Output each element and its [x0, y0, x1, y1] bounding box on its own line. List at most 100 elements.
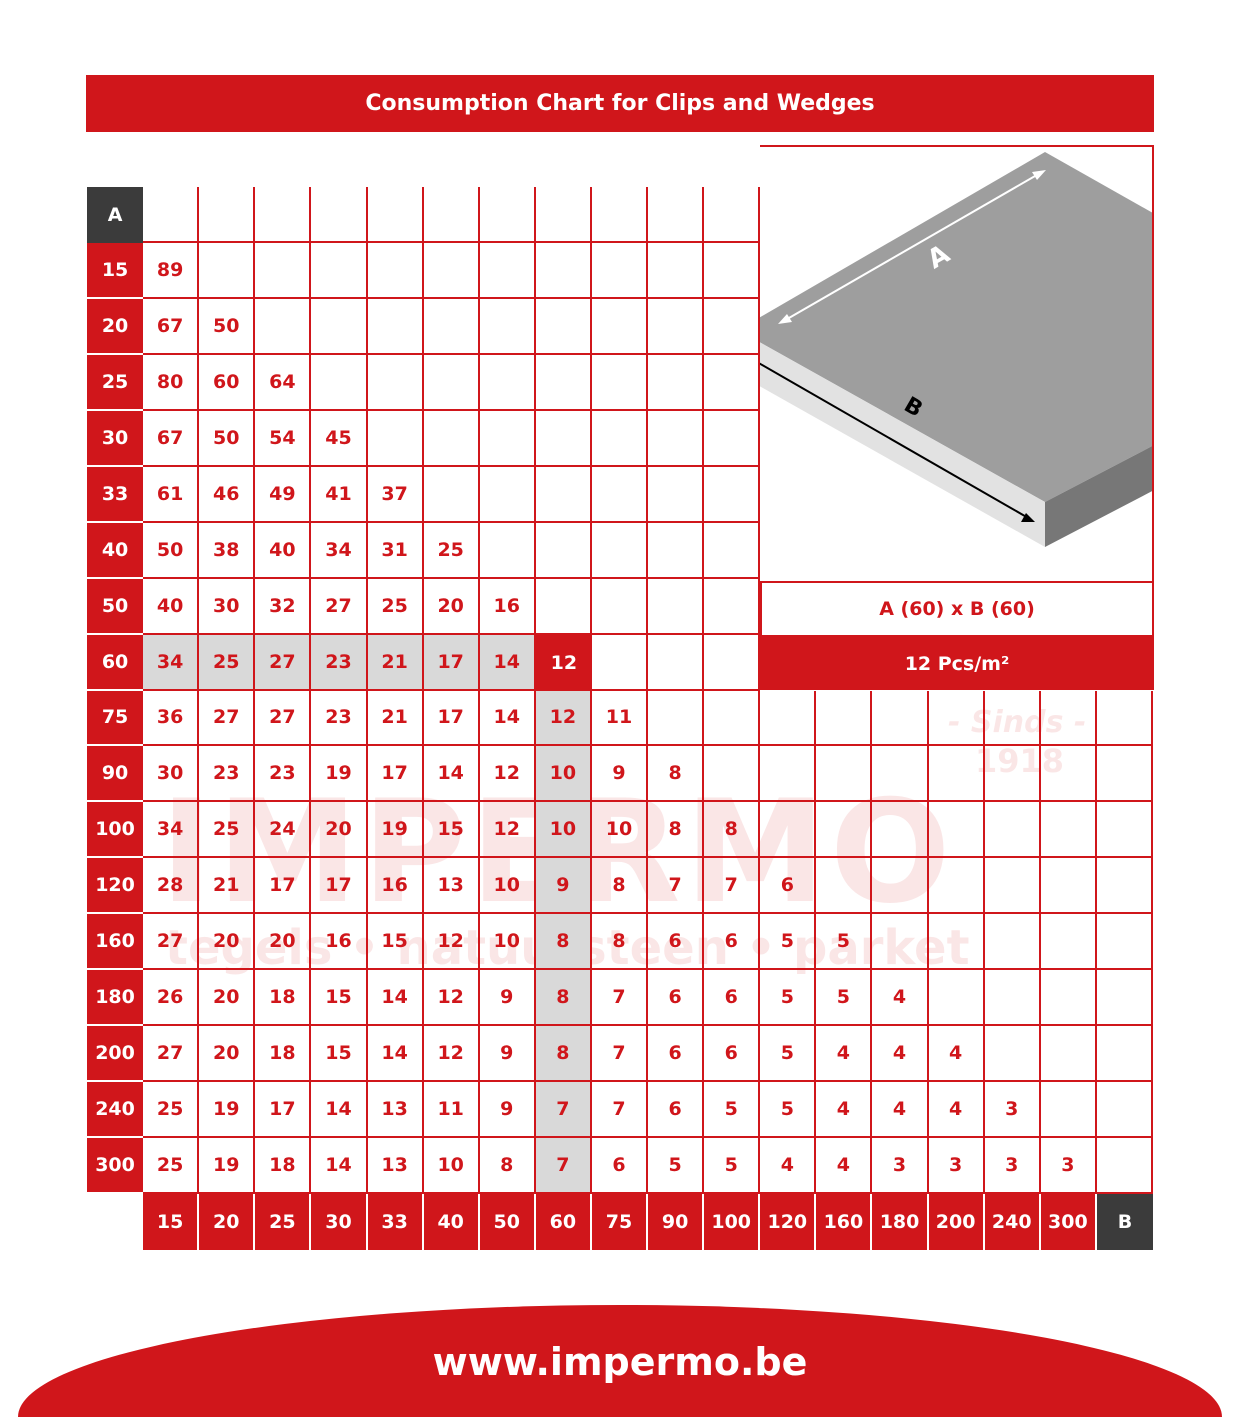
empty-cell — [199, 242, 256, 299]
value-cell: 25 — [199, 802, 256, 859]
value-cell: 17 — [255, 1082, 312, 1139]
value-cell: 40 — [255, 522, 312, 579]
empty-cell — [255, 298, 312, 355]
col-label-20: 20 — [199, 1194, 256, 1250]
value-cell: 14 — [423, 746, 480, 803]
value-cell: 4 — [816, 1082, 873, 1139]
value-cell: 20 — [311, 802, 368, 859]
empty-cell — [704, 746, 761, 803]
value-cell: 23 — [255, 746, 312, 803]
empty-cell — [816, 858, 873, 915]
row-label-200: 200 — [87, 1026, 144, 1083]
chart-title: Consumption Chart for Clips and Wedges — [86, 75, 1154, 132]
empty-cell — [423, 187, 480, 243]
empty-cell — [311, 354, 368, 411]
value-cell: 4 — [816, 1138, 873, 1195]
empty-cell — [367, 298, 424, 355]
value-cell: 28 — [143, 858, 200, 915]
row-label-90: 90 — [87, 746, 144, 803]
value-cell: 27 — [255, 690, 312, 747]
value-cell: 6 — [591, 1138, 649, 1195]
empty-cell — [311, 298, 368, 355]
slab-illustration: A B — [738, 145, 1160, 583]
empty-cell — [704, 690, 761, 747]
value-cell: 14 — [479, 690, 536, 747]
value-cell: 9 — [479, 1082, 536, 1139]
empty-cell — [760, 802, 817, 859]
row-axis-label: A — [87, 187, 144, 243]
value-cell: 18 — [255, 1026, 312, 1083]
value-cell: 25 — [143, 1138, 200, 1195]
empty-cell — [255, 187, 312, 243]
col-label-160: 160 — [816, 1194, 873, 1250]
value-cell: 12 — [423, 914, 480, 971]
value-cell: 50 — [143, 522, 200, 579]
value-cell: 3 — [984, 1082, 1041, 1139]
empty-cell — [648, 578, 705, 635]
value-cell: 7 — [535, 1082, 592, 1139]
empty-cell — [591, 410, 649, 467]
value-cell: 8 — [648, 802, 705, 859]
row-label-25: 25 — [87, 354, 144, 411]
empty-cell — [872, 802, 929, 859]
value-cell: 23 — [311, 690, 368, 747]
value-cell: 10 — [423, 1138, 480, 1195]
empty-cell — [367, 354, 424, 411]
row-label-60: 60 — [87, 634, 144, 691]
empty-cell — [591, 634, 649, 691]
empty-cell — [591, 522, 649, 579]
value-cell: 18 — [255, 970, 312, 1027]
value-cell: 6 — [704, 914, 761, 971]
empty-cell — [535, 522, 592, 579]
value-cell: 4 — [816, 1026, 873, 1083]
row-label-120: 120 — [87, 858, 144, 915]
value-cell: 8 — [591, 914, 649, 971]
value-cell: 20 — [255, 914, 312, 971]
value-cell: 36 — [143, 690, 200, 747]
empty-cell — [423, 466, 480, 523]
footer-url[interactable]: www.impermo.be — [432, 1340, 808, 1384]
empty-cell — [591, 298, 649, 355]
value-cell: 8 — [479, 1138, 536, 1195]
empty-cell — [423, 354, 480, 411]
empty-cell — [311, 242, 368, 299]
value-cell: 14 — [367, 970, 424, 1027]
value-cell: 4 — [872, 1026, 929, 1083]
value-cell: 49 — [255, 466, 312, 523]
empty-cell — [535, 354, 592, 411]
col-label-180: 180 — [872, 1194, 929, 1250]
empty-cell — [816, 690, 873, 747]
empty-cell — [648, 410, 705, 467]
empty-cell — [1096, 746, 1153, 803]
value-cell: 3 — [1040, 1138, 1097, 1195]
value-cell: 25 — [199, 634, 256, 691]
value-cell: 12 — [535, 690, 592, 747]
value-cell: 16 — [479, 578, 536, 635]
value-cell: 13 — [423, 858, 480, 915]
value-cell: 5 — [760, 970, 817, 1027]
value-cell: 20 — [199, 914, 256, 971]
empty-cell — [1040, 690, 1097, 747]
empty-cell — [928, 746, 985, 803]
empty-cell — [591, 187, 649, 243]
empty-cell — [984, 858, 1041, 915]
col-label-300: 300 — [1040, 1194, 1097, 1250]
value-cell: 13 — [367, 1082, 424, 1139]
value-cell: 25 — [423, 522, 480, 579]
empty-cell — [535, 466, 592, 523]
empty-cell — [479, 354, 536, 411]
value-cell: 30 — [143, 746, 200, 803]
empty-cell — [648, 187, 705, 243]
value-cell: 9 — [479, 970, 536, 1027]
consumption-table: A 15 89 20 67 50 25 80 60 64 30 67 50 54 45 33 61 46 49 41 3… — [87, 187, 1153, 1250]
value-cell: 17 — [311, 858, 368, 915]
value-cell: 19 — [311, 746, 368, 803]
empty-cell — [1096, 1082, 1153, 1139]
empty-cell — [311, 187, 368, 243]
value-cell: 34 — [143, 634, 200, 691]
row-label-33: 33 — [87, 466, 144, 523]
value-cell: 67 — [143, 410, 200, 467]
value-cell: 20 — [423, 578, 480, 635]
row-label-40: 40 — [87, 522, 144, 579]
